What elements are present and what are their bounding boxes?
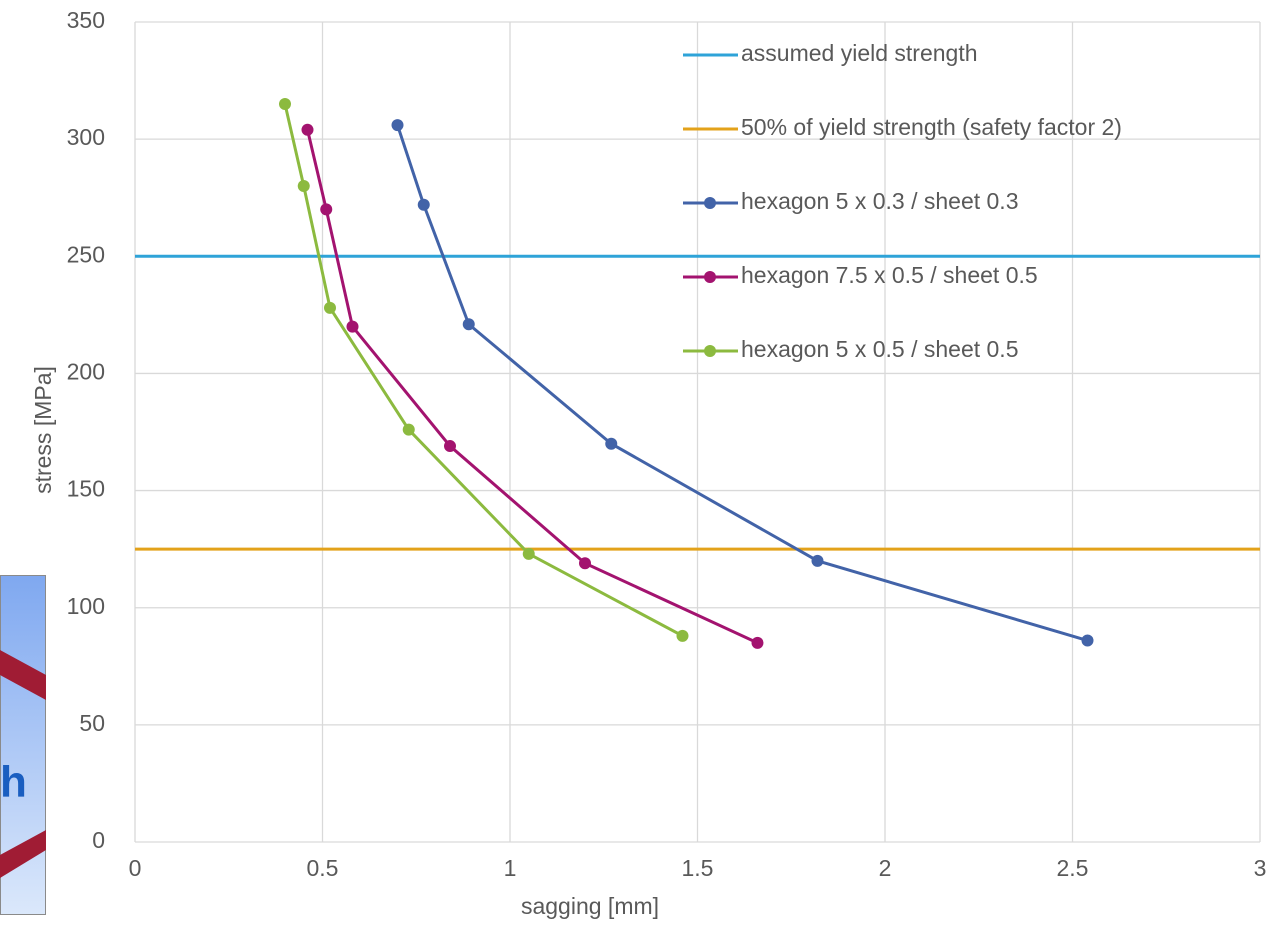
data-point xyxy=(346,320,359,333)
y-tick-label: 350 xyxy=(67,7,105,33)
x-tick-label: 0 xyxy=(129,855,142,881)
legend-label: assumed yield strength xyxy=(741,40,978,66)
x-tick-label: 1 xyxy=(504,855,517,881)
legend-label: hexagon 5 x 0.3 / sheet 0.3 xyxy=(741,188,1018,214)
legend-marker xyxy=(704,197,716,209)
data-point xyxy=(444,440,456,453)
data-point xyxy=(462,318,475,331)
data-point xyxy=(579,557,591,570)
data-point xyxy=(324,301,336,314)
series-line xyxy=(283,103,684,638)
x-tick-label: 3 xyxy=(1254,855,1267,881)
data-point xyxy=(391,119,404,132)
data-point xyxy=(301,123,314,136)
y-tick-label: 0 xyxy=(92,827,105,853)
legend-label: 50% of yield strength (safety factor 2) xyxy=(741,114,1122,140)
series-line xyxy=(306,129,759,645)
legend-label: hexagon 7.5 x 0.5 / sheet 0.5 xyxy=(741,262,1038,288)
series-line xyxy=(396,124,1088,642)
y-axis-label: stress [MPa] xyxy=(30,366,56,494)
y-tick-label: 100 xyxy=(67,593,105,619)
data-point xyxy=(751,636,764,649)
x-tick-label: 1.5 xyxy=(682,855,714,881)
data-point xyxy=(279,98,291,110)
y-tick-label: 50 xyxy=(79,710,105,736)
legend-label: hexagon 5 x 0.5 / sheet 0.5 xyxy=(741,336,1018,362)
legend-marker xyxy=(704,271,716,283)
data-point xyxy=(320,203,333,216)
x-axis-label: sagging [mm] xyxy=(521,893,659,919)
data-point xyxy=(605,437,618,450)
data-point xyxy=(522,547,535,560)
y-tick-label: 200 xyxy=(67,359,105,385)
x-tick-label: 2.5 xyxy=(1057,855,1089,881)
data-point xyxy=(676,629,689,642)
data-point xyxy=(1081,634,1094,647)
x-tick-label: 0.5 xyxy=(307,855,339,881)
y-tick-label: 250 xyxy=(67,241,105,267)
legend-marker xyxy=(704,345,716,357)
x-tick-label: 2 xyxy=(879,855,892,881)
data-point xyxy=(811,554,824,567)
y-tick-label: 300 xyxy=(67,124,105,150)
data-point xyxy=(417,198,430,211)
image-fragment: h xyxy=(0,575,46,915)
data-point xyxy=(297,180,310,192)
data-point xyxy=(402,423,415,436)
y-tick-label: 150 xyxy=(67,476,105,502)
fragment-text: h xyxy=(0,758,27,807)
